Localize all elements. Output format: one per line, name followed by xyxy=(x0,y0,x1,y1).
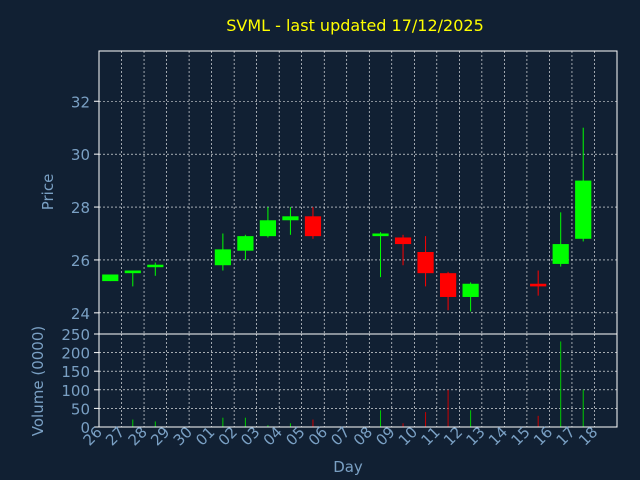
candle-body xyxy=(463,284,479,297)
price-tick-label: 32 xyxy=(71,93,90,111)
volume-tick-label: 50 xyxy=(71,400,90,418)
price-tick-label: 30 xyxy=(71,146,90,164)
candle-body xyxy=(102,274,118,281)
candle-body xyxy=(440,273,456,297)
candle-body xyxy=(372,233,388,236)
candle-body xyxy=(530,284,546,287)
candle-body xyxy=(260,220,276,236)
price-tick-label: 24 xyxy=(71,305,90,323)
candle-body xyxy=(575,181,591,239)
candle-body xyxy=(553,244,569,264)
candle-body xyxy=(395,237,411,244)
candle-body xyxy=(237,236,253,251)
candle-body xyxy=(125,271,141,274)
price-axis-label: Price xyxy=(39,174,57,211)
volume-tick-label: 100 xyxy=(61,382,90,400)
price-tick-label: 26 xyxy=(71,252,90,270)
candle-body xyxy=(282,216,298,220)
x-axis-label: Day xyxy=(333,458,363,476)
candle-body xyxy=(215,249,231,265)
volume-axis-label: Volume (0000) xyxy=(29,326,47,436)
candle-body xyxy=(417,252,433,273)
chart-title: SVML - last updated 17/12/2025 xyxy=(226,16,484,35)
volume-tick-label: 150 xyxy=(61,363,90,381)
volume-tick-label: 250 xyxy=(61,326,90,344)
x-axis-ticks: 2627282930010203040506070809101112131415… xyxy=(80,423,602,449)
volume-tick-label: 200 xyxy=(61,345,90,363)
price-tick-label: 28 xyxy=(71,199,90,217)
candle-body xyxy=(305,216,321,236)
candle-body xyxy=(147,265,163,268)
